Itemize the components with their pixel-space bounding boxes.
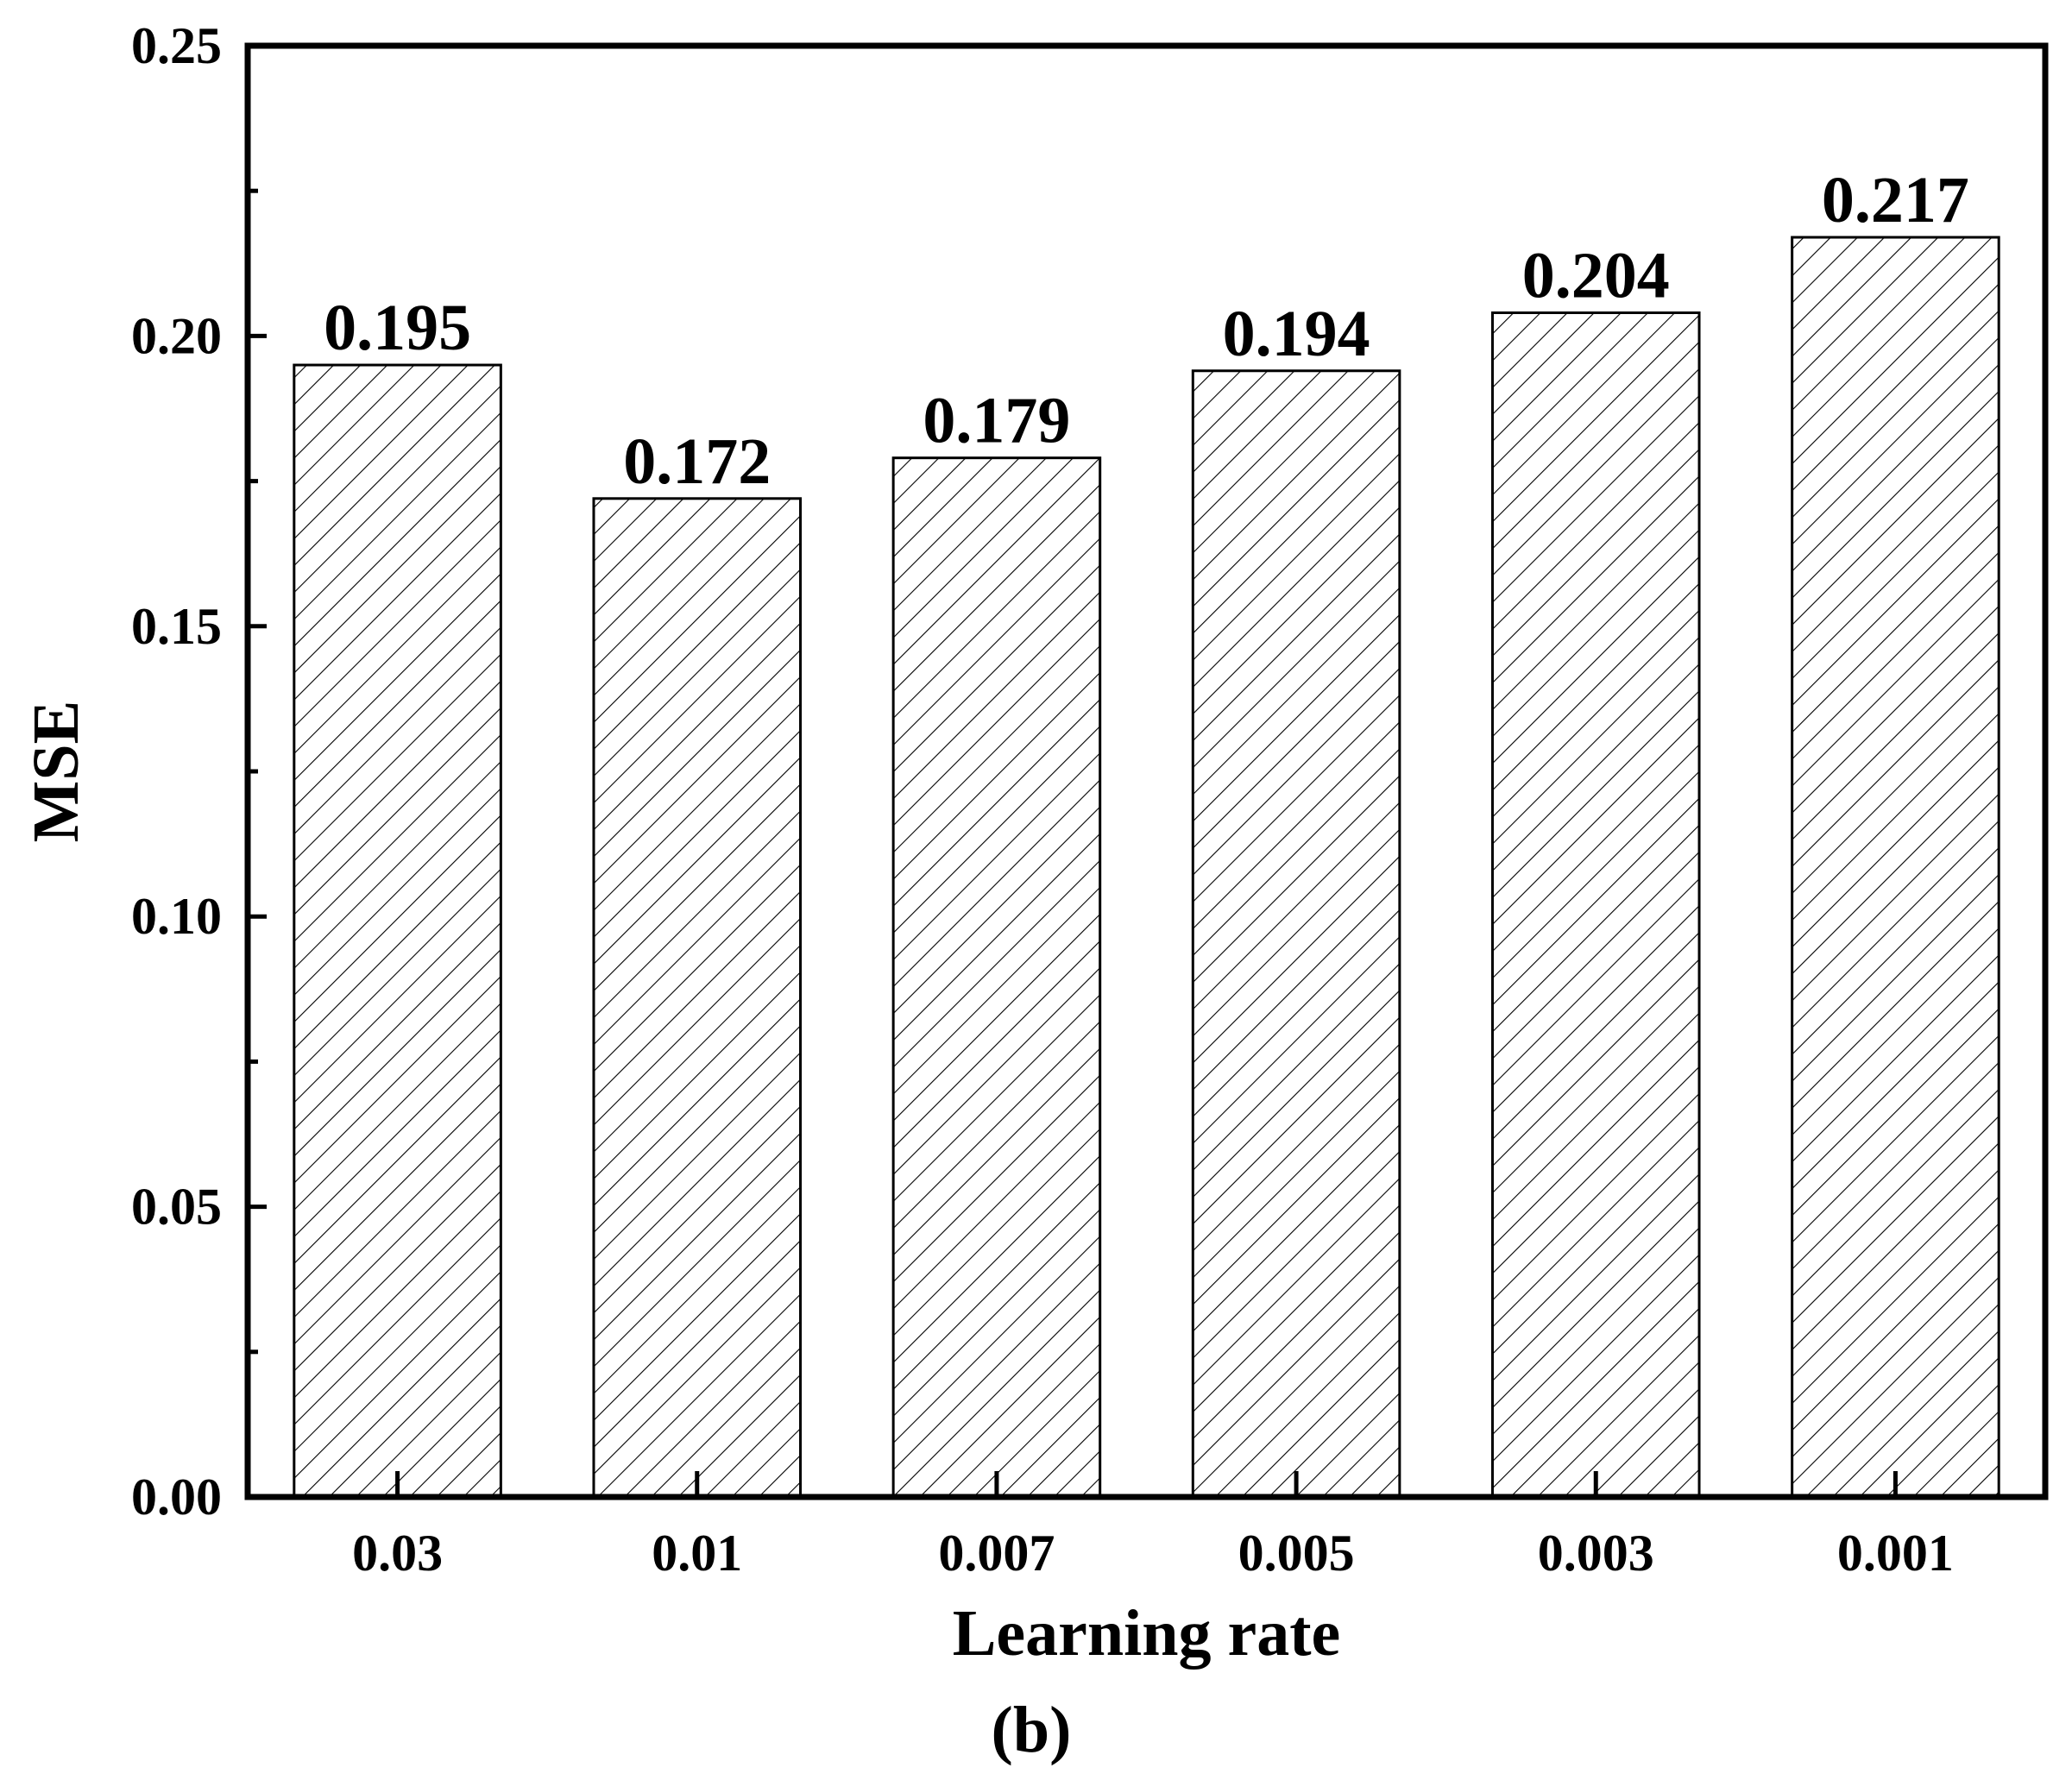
bar-0.003 — [1490, 311, 1701, 1499]
value-labels-layer: 0.195 0.172 0.179 0.194 0.204 0.217 — [324, 164, 1969, 498]
bar-value-label: 0.194 — [1223, 298, 1370, 370]
bar-0.001 — [1791, 236, 2000, 1499]
y-tick-label: 0.15 — [131, 598, 222, 655]
x-axis: 0.03 0.01 0.007 0.005 0.003 0.001 — [352, 1471, 1954, 1582]
figure-caption: (b) — [992, 1694, 1072, 1766]
x-axis-title: Learning rate — [953, 1597, 1341, 1670]
y-tick-label: 0.25 — [131, 17, 222, 74]
bar-0.005 — [1191, 369, 1401, 1499]
bar-0.01 — [592, 497, 803, 1499]
y-tick-label: 0.00 — [131, 1469, 222, 1525]
bar-value-label: 0.179 — [923, 385, 1070, 457]
bar-0.03 — [293, 363, 502, 1499]
x-tick-label: 0.007 — [938, 1525, 1055, 1582]
x-tick-label: 0.003 — [1538, 1525, 1654, 1582]
y-tick-label: 0.20 — [131, 307, 222, 364]
y-axis-title: MSE — [20, 701, 92, 843]
bars-layer — [293, 236, 2000, 1499]
x-tick-label: 0.01 — [652, 1525, 742, 1582]
x-tick-label: 0.005 — [1238, 1525, 1355, 1582]
x-tick-label: 0.001 — [1837, 1525, 1954, 1582]
x-tick-label: 0.03 — [352, 1525, 443, 1582]
bar-value-label: 0.172 — [623, 425, 771, 498]
bar-value-label: 0.217 — [1822, 164, 1969, 236]
bar-0.007 — [891, 456, 1102, 1499]
bar-value-label: 0.195 — [324, 292, 471, 364]
y-axis: 0.00 0.05 0.10 0.15 0.20 0.25 — [131, 17, 267, 1525]
bar-value-label: 0.204 — [1522, 239, 1670, 311]
y-tick-label: 0.10 — [131, 888, 222, 945]
y-tick-label: 0.05 — [131, 1179, 222, 1236]
plot-frame — [244, 42, 2049, 1500]
